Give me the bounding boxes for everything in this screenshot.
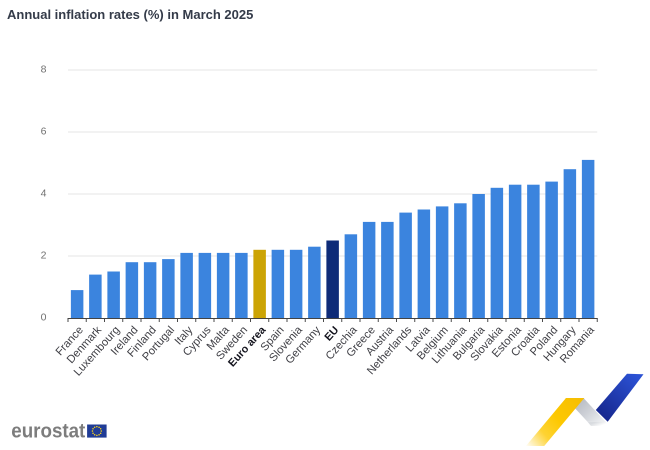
svg-text:8: 8 xyxy=(41,64,47,76)
svg-text:6: 6 xyxy=(41,126,47,138)
svg-text:0: 0 xyxy=(41,312,47,324)
svg-text:4: 4 xyxy=(41,188,47,200)
svg-text:eurostat: eurostat xyxy=(11,420,85,442)
svg-text:Annual inflation rates (%) in: Annual inflation rates (%) in March 2025 xyxy=(7,7,253,22)
svg-text:2: 2 xyxy=(41,250,47,262)
